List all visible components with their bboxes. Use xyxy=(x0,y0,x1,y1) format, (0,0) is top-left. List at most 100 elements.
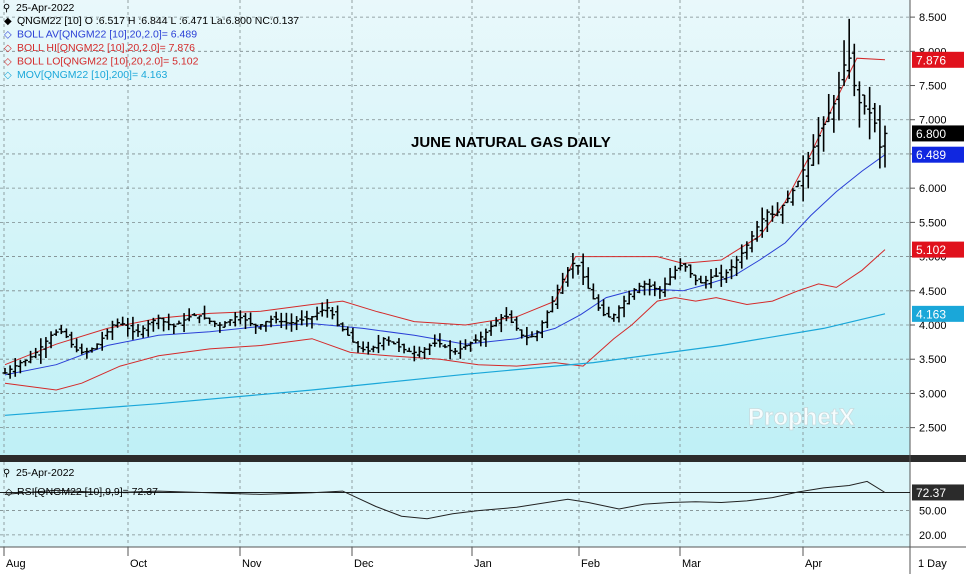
ohlc-bar xyxy=(810,134,816,166)
ohlc-bar xyxy=(258,324,264,330)
ohlc-bar xyxy=(58,324,64,335)
y-tick-label: 4.500 xyxy=(919,286,947,298)
rsi-tick-label: 20.00 xyxy=(919,530,947,542)
ohlc-bar xyxy=(370,345,376,353)
ohlc-bar xyxy=(498,314,504,333)
ohlc-bar xyxy=(514,316,520,331)
ohlc-bar xyxy=(606,306,612,318)
series-line-boll-hi xyxy=(4,57,886,366)
ohlc-bar xyxy=(549,296,555,313)
diamond-icon: ◇ xyxy=(4,30,12,41)
legend-row: ◇ MOV[QNGM22 [10],200]= 4.163 xyxy=(4,69,167,81)
ohlc-bar xyxy=(872,102,878,133)
ohlc-bar xyxy=(534,330,540,342)
header-date: 25-Apr-2022 xyxy=(16,2,75,14)
ohlc-bar xyxy=(759,207,765,238)
ohlc-bar xyxy=(140,325,146,338)
ohlc-bar xyxy=(708,269,714,289)
ohlc-bar xyxy=(457,340,463,359)
ohlc-bar xyxy=(856,81,862,128)
ohlc-bar xyxy=(867,86,873,140)
time-axis[interactable]: Aug Oct Nov Dec Jan Feb Mar Apr xyxy=(3,547,822,570)
ohlc-bar xyxy=(135,324,141,337)
diamond-icon: ◇ xyxy=(4,70,12,81)
ohlc-bar xyxy=(805,151,811,189)
ohlc-bar xyxy=(365,341,371,355)
ohlc-bar xyxy=(232,312,238,327)
ohlc-bar xyxy=(616,305,622,323)
ohlc-bar xyxy=(713,267,719,278)
ohlc-bar xyxy=(560,272,566,294)
ohlc-bar xyxy=(324,299,330,318)
series-line-mov xyxy=(4,313,886,416)
ohlc-bar xyxy=(529,331,535,338)
ohlc-bar xyxy=(33,347,39,359)
ohlc-bar xyxy=(314,306,320,321)
ohlc-bar xyxy=(846,18,852,79)
ohlc-bar xyxy=(836,71,842,121)
interval-label[interactable]: 1 Day xyxy=(918,558,947,570)
ohlc-bar xyxy=(263,320,269,332)
ohlc-bar xyxy=(237,310,243,325)
ohlc-bar xyxy=(94,343,100,350)
value-badge: 6.800 xyxy=(912,125,964,142)
ohlc-bar xyxy=(350,327,356,343)
ohlc-bar xyxy=(125,317,131,337)
search-icon[interactable]: ⚲ xyxy=(3,3,10,14)
rsi-legend: ⚲ 25-Apr-2022 ◇ RSI[QNGM22 [10],9,9]= 72… xyxy=(3,467,158,498)
ohlc-bar xyxy=(432,334,438,347)
svg-text:72.37: 72.37 xyxy=(916,486,946,500)
ohlc-bar xyxy=(682,263,688,272)
ohlc-bar xyxy=(294,316,300,331)
ohlc-bar xyxy=(299,310,305,326)
legend-text: MOV[QNGM22 [10],200]= 4.163 xyxy=(17,69,167,81)
legend-text: BOLL LO[QNGM22 [10],20,2.0]= 5.102 xyxy=(17,56,199,68)
ohlc-bar xyxy=(831,94,837,133)
ohlc-bar xyxy=(611,313,617,322)
ohlc-bar xyxy=(84,347,90,359)
ohlc-bar xyxy=(667,267,673,286)
ohlc-bar xyxy=(524,326,530,346)
y-tick-label: 3.000 xyxy=(919,388,947,400)
x-tick-label: Apr xyxy=(805,558,822,570)
value-badge: 5.102 xyxy=(912,241,964,258)
ohlc-bar xyxy=(626,290,632,305)
value-badge: 4.163 xyxy=(912,305,964,322)
series-line-boll-av xyxy=(4,154,886,376)
search-icon[interactable]: ⚲ xyxy=(3,468,10,479)
series-layer xyxy=(2,18,888,416)
ohlc-bar xyxy=(764,209,770,233)
ohlc-bar xyxy=(79,343,85,355)
ohlc-bar xyxy=(800,155,806,202)
ohlc-bar xyxy=(851,43,857,97)
ohlc-bar xyxy=(360,341,366,353)
prophetx-watermark: ProphetX xyxy=(748,404,855,432)
ohlc-bar xyxy=(38,338,44,364)
legend-row: ◇ BOLL LO[QNGM22 [10],20,2.0]= 5.102 xyxy=(4,56,199,68)
y-tick-label: 6.000 xyxy=(919,183,947,195)
y-tick-label: 5.500 xyxy=(919,217,947,229)
y-tick-label: 7.000 xyxy=(919,115,947,127)
ohlc-bar xyxy=(375,334,381,354)
ohlc-bar xyxy=(268,315,274,328)
ohlc-bar xyxy=(462,339,468,350)
y-tick-label: 3.500 xyxy=(919,354,947,366)
ohlc-bar xyxy=(785,190,791,204)
ohlc-bar xyxy=(109,320,115,340)
y-tick-label: 7.500 xyxy=(919,81,947,93)
ohlc-bar xyxy=(196,315,202,324)
diamond-icon: ◇ xyxy=(4,43,12,54)
ohlc-bar xyxy=(171,323,177,334)
rsi-axis[interactable]: 20.00 50.00 xyxy=(919,506,947,542)
legend-text: BOLL AV[QNGM22 [10],20,2.0]= 6.489 xyxy=(17,29,197,41)
ohlc-bar xyxy=(43,337,49,359)
ohlc-bar xyxy=(406,347,412,353)
x-tick-label: Oct xyxy=(130,558,147,570)
panel-divider[interactable] xyxy=(0,455,966,462)
ohlc-bar xyxy=(283,312,289,330)
x-tick-label: Feb xyxy=(581,558,600,570)
x-tick-label: Nov xyxy=(242,558,262,570)
rsi-legend-text: RSI[QNGM22 [10],9,9]= 72.37 xyxy=(17,486,158,498)
